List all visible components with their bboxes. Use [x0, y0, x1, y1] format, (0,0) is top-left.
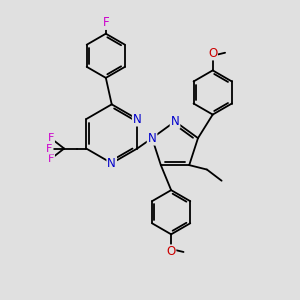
Text: O: O [208, 46, 217, 59]
Text: F: F [46, 143, 52, 154]
Text: O: O [167, 245, 176, 258]
Text: N: N [133, 112, 142, 126]
Text: N: N [171, 115, 179, 128]
Text: F: F [103, 16, 109, 29]
Text: N: N [107, 157, 116, 170]
Text: F: F [48, 133, 54, 143]
Text: F: F [48, 154, 54, 164]
Text: N: N [148, 132, 156, 145]
